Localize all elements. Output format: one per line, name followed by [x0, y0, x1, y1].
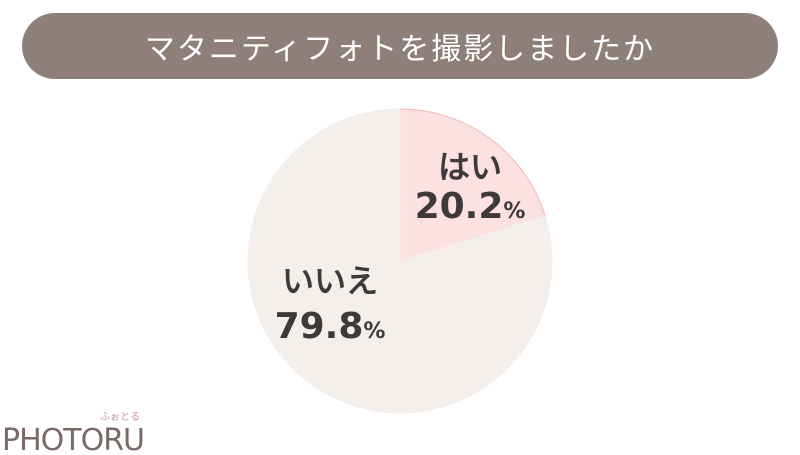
pie-label-no: いいえ — [282, 262, 378, 300]
pie-slice-yes — [399, 108, 546, 262]
chart-title: マタニティフォトを撮影しましたか — [144, 32, 656, 67]
logo-text: PHOTORU — [2, 423, 144, 455]
logo-ruby: ふぉとる — [100, 411, 140, 423]
chart-title-bar: マタニティフォトを撮影しましたか — [22, 13, 778, 79]
pie-value-no: 79.8% — [275, 306, 386, 347]
pie-value-yes: 20.2% — [415, 186, 526, 227]
pie-label-yes: はい — [438, 148, 502, 186]
pie-slice-no — [247, 108, 553, 414]
photoru-logo: ふぉとる PHOTORU — [2, 411, 145, 455]
